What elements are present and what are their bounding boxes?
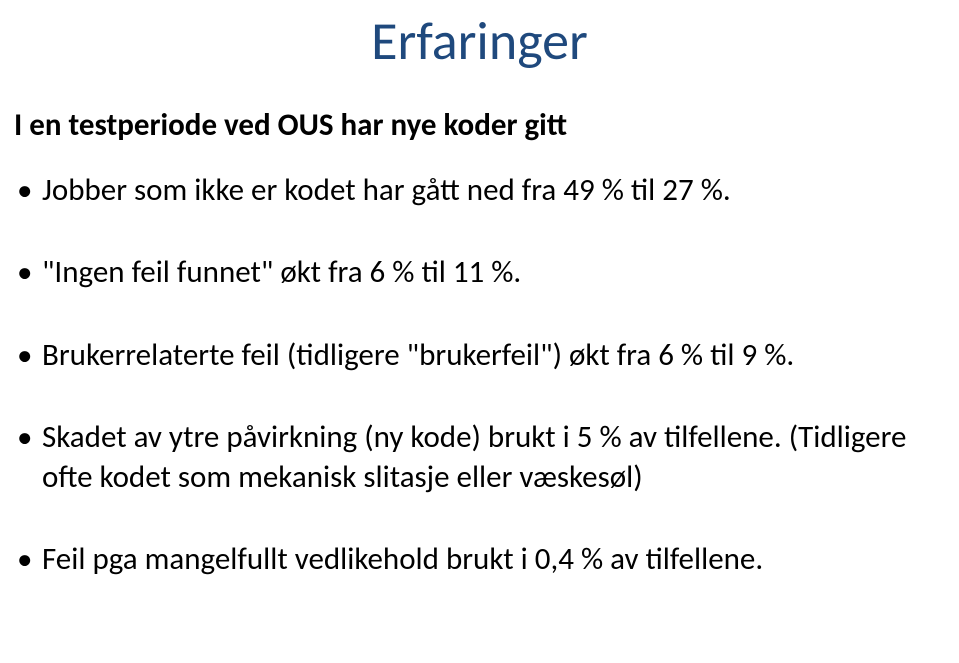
- list-item: Brukerrelaterte feil (tidligere "brukerf…: [14, 335, 939, 375]
- list-item: Jobber som ikke er kodet har gått ned fr…: [14, 170, 939, 210]
- list-item: "Ingen feil funnet" økt fra 6 % til 11 %…: [14, 252, 939, 292]
- bullet-list: Jobber som ikke er kodet har gått ned fr…: [14, 170, 939, 622]
- list-item: Skadet av ytre påvirkning (ny kode) bruk…: [14, 417, 939, 498]
- slide: Erfaringer I en testperiode ved OUS har …: [0, 0, 959, 663]
- slide-subtitle: I en testperiode ved OUS har nye koder g…: [14, 106, 567, 144]
- list-item: Feil pga mangelfullt vedlikehold brukt i…: [14, 539, 939, 579]
- slide-title: Erfaringer: [0, 8, 959, 74]
